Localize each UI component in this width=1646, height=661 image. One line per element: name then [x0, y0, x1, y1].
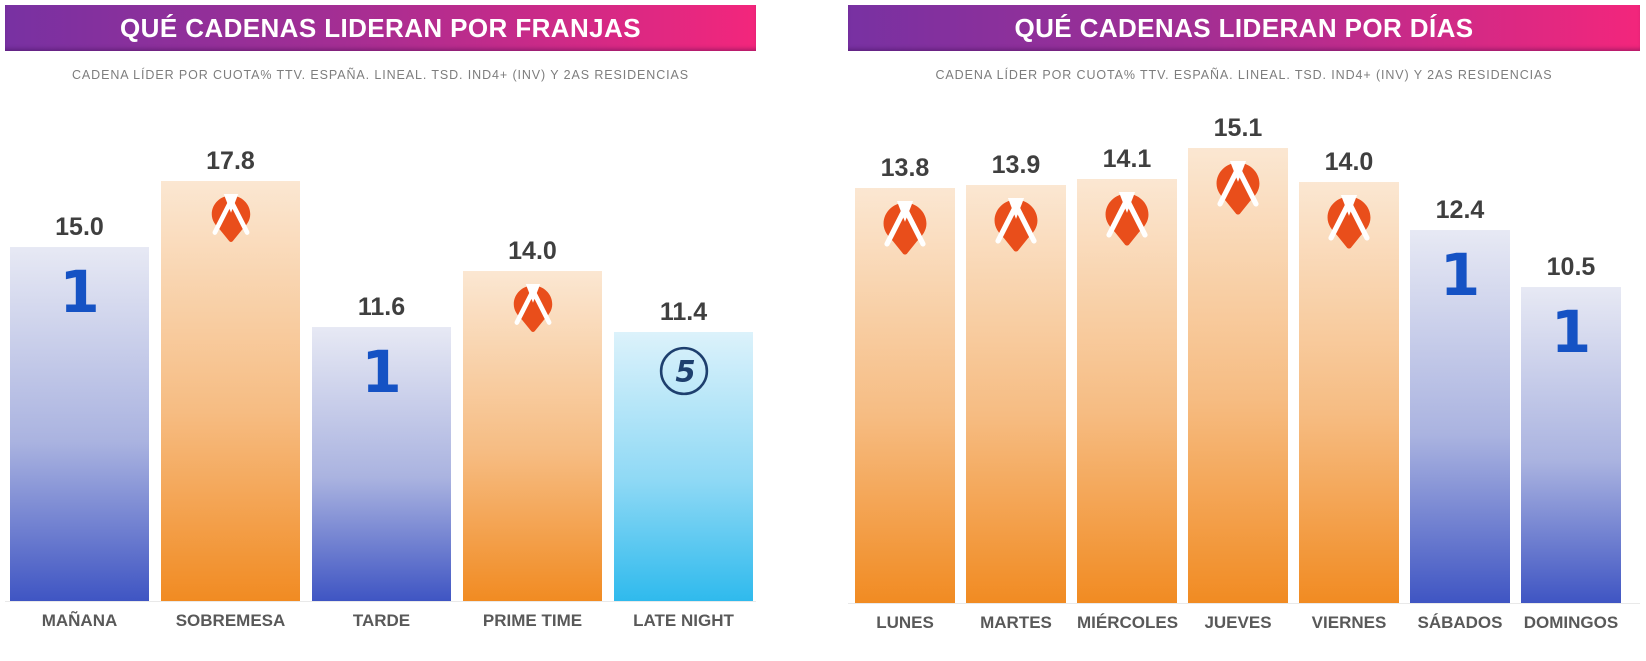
category-label: MIÉRCOLES — [1077, 613, 1179, 632]
bar-column-late-night: 11.4 5 — [614, 298, 753, 601]
bar-value-label: 11.6 — [357, 293, 406, 321]
bar-value-label: 10.5 — [1546, 253, 1596, 281]
bar-column-viernes: 14.0 — [1299, 148, 1399, 603]
antena3-logo-icon — [1216, 161, 1260, 215]
category-label: JUEVES — [1204, 613, 1272, 632]
category-labels-row: LUNES MARTES MIÉRCOLES JUEVES VIERNES SÁBADOS… — [848, 613, 1640, 633]
category-label: DOMINGOS — [1523, 613, 1619, 632]
antena3-logo-icon — [211, 194, 250, 242]
bars-row: 13.8 13.9 14.1 15.1 14.0 12.4 1 10.5 1 — [848, 101, 1640, 603]
bar-late-night: 5 — [614, 332, 753, 601]
antena3-logo-icon — [994, 198, 1038, 252]
bar-value-label: 11.4 — [659, 298, 708, 326]
la1-numeral-1-icon: 1 — [361, 338, 402, 406]
franjas-chart-title: QUÉ CADENAS LIDERAN POR FRANJAS — [120, 12, 641, 43]
category-label: LATE NIGHT — [633, 611, 734, 630]
dias-chart-title: QUÉ CADENAS LIDERAN POR DÍAS — [1014, 12, 1474, 43]
bar-domingos: 1 — [1521, 287, 1621, 603]
dias-chart-panel: QUÉ CADENAS LIDERAN POR DÍAS CADENA LÍDE… — [848, 5, 1640, 633]
category-label: MARTES — [980, 613, 1052, 632]
bar-column-domingos: 10.5 1 — [1521, 253, 1621, 603]
bar-miércoles — [1077, 179, 1177, 603]
bar-viernes — [1299, 182, 1399, 603]
bars-row: 15.0 1 17.8 11.6 1 14.0 11.4 5 — [5, 121, 756, 601]
franjas-title-bar: QUÉ CADENAS LIDERAN POR FRANJAS — [5, 5, 756, 51]
category-label: MAÑANA — [41, 611, 118, 630]
bar-value-label: 14.1 — [1102, 145, 1152, 173]
bar-column-martes: 13.9 — [966, 151, 1066, 603]
antena3-logo-icon — [513, 284, 552, 332]
category-label: SOBREMESA — [175, 611, 286, 630]
franjas-chart-subtitle: CADENA LÍDER POR CUOTA% TTV. ESPAÑA. LIN… — [72, 68, 689, 82]
bar-martes — [966, 185, 1066, 603]
bar-column-miércoles: 14.1 — [1077, 145, 1177, 603]
bar-column-sobremesa: 17.8 — [161, 147, 300, 601]
bar-column-sábados: 12.4 1 — [1410, 196, 1510, 603]
x-axis-line — [848, 603, 1640, 604]
bar-prime-time — [463, 271, 602, 601]
bar-value-label: 13.8 — [880, 154, 930, 182]
bar-value-label: 12.4 — [1435, 196, 1485, 224]
antena3-logo-icon — [1105, 192, 1149, 246]
dias-chart-subtitle: CADENA LÍDER POR CUOTA% TTV. ESPAÑA. LIN… — [935, 68, 1553, 82]
la1-numeral-1-icon: 1 — [1439, 241, 1481, 309]
bar-value-label: 14.0 — [1324, 148, 1374, 176]
category-label: LUNES — [876, 613, 934, 632]
bar-column-prime-time: 14.0 — [463, 237, 602, 601]
telecinco-logo-icon: 5 — [659, 346, 708, 396]
dias-title-bar: QUÉ CADENAS LIDERAN POR DÍAS — [848, 5, 1640, 51]
bar-value-label: 15.1 — [1213, 114, 1263, 142]
bar-mañana: 1 — [10, 247, 149, 601]
bar-sábados: 1 — [1410, 230, 1510, 603]
bar-sobremesa — [161, 181, 300, 601]
bar-column-lunes: 13.8 — [855, 154, 955, 603]
x-axis-line — [5, 601, 756, 602]
bar-value-label: 13.9 — [991, 151, 1041, 179]
bar-column-jueves: 15.1 — [1188, 114, 1288, 603]
la1-numeral-1-icon: 1 — [59, 258, 100, 326]
bar-column-mañana: 15.0 1 — [10, 213, 149, 601]
bar-value-label: 15.0 — [55, 213, 104, 241]
svg-text:5: 5 — [675, 354, 695, 388]
antena3-logo-icon — [883, 201, 927, 255]
bar-tarde: 1 — [312, 327, 451, 601]
bar-value-label: 14.0 — [508, 237, 557, 265]
bar-column-tarde: 11.6 1 — [312, 293, 451, 601]
bar-value-label: 17.8 — [206, 147, 255, 175]
category-label: SÁBADOS — [1417, 613, 1503, 632]
category-label: VIERNES — [1311, 613, 1387, 632]
bar-lunes — [855, 188, 955, 603]
bar-jueves — [1188, 148, 1288, 603]
category-labels-row: MAÑANA SOBREMESA TARDE PRIME TIME LATE NIGHT — [5, 611, 756, 631]
la1-numeral-1-icon: 1 — [1550, 298, 1592, 366]
category-label: TARDE — [352, 611, 411, 630]
category-label: PRIME TIME — [482, 611, 583, 630]
franjas-chart-panel: QUÉ CADENAS LIDERAN POR FRANJAS CADENA L… — [5, 5, 756, 631]
antena3-logo-icon — [1327, 195, 1371, 249]
